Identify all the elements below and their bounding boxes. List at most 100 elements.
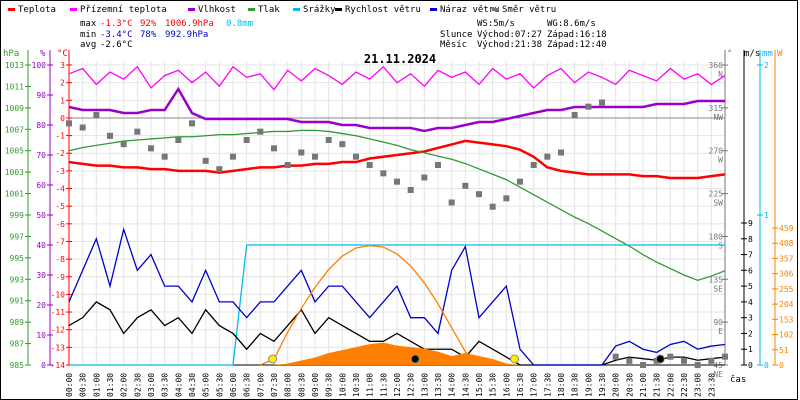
wind-direction-point: [585, 103, 592, 110]
wind-direction-point: [380, 170, 387, 177]
x-tick-label: 05:00: [202, 373, 211, 397]
wind-direction-point: [366, 162, 373, 168]
wind-direction-point: [599, 99, 605, 106]
temp-tick-label: -7: [55, 237, 65, 246]
x-tick-label: 23:30: [707, 373, 716, 397]
wind-direction-point: [148, 145, 154, 152]
x-tick-label: 14:30: [461, 373, 470, 397]
hPa-tick-label: 1005: [5, 147, 24, 156]
x-tick-label: 11:00: [366, 373, 375, 397]
stat-wg: WG:8.6m/s: [547, 19, 596, 29]
wind-direction-point: [312, 153, 318, 160]
stat-max-press: 1006.9hPa: [165, 19, 214, 29]
wind-direction-point: [448, 199, 455, 206]
x-tick-label: 06:00: [229, 373, 238, 397]
temp-tick-label: 0: [60, 114, 65, 123]
dir-tick-label: E: [718, 327, 723, 336]
dir-tick-label: 315: [709, 104, 724, 113]
stat-min-label: min: [80, 30, 96, 40]
temp-tick-label: 2: [60, 79, 65, 88]
x-tick-label: 04:30: [188, 373, 197, 397]
series-line-2: [68, 86, 725, 133]
hPa-tick-label: 1007: [5, 125, 24, 134]
x-tick-label: 12:30: [407, 373, 416, 397]
wind-direction-point: [667, 353, 674, 360]
W-axis-unit: W: [777, 49, 783, 59]
x-tick-label: 11:30: [379, 373, 388, 397]
W-tick-label: 459: [779, 224, 794, 233]
legend-swatch: [430, 8, 437, 11]
temp-tick-label: -14: [51, 361, 66, 370]
moon-set: Západ:12:40: [547, 40, 607, 50]
temp-tick-label: -9: [55, 273, 65, 282]
dir-tick-label: NW: [713, 113, 723, 122]
dir-tick-label: 135: [709, 275, 724, 284]
ms-tick-label: 7: [748, 251, 753, 260]
ms-axis-unit: m/s: [744, 49, 760, 59]
x-tick-label: 13:30: [434, 373, 443, 397]
legend-label: Teplota: [18, 5, 56, 15]
x-tick-label: 05:30: [215, 373, 224, 397]
wind-direction-point: [79, 124, 86, 131]
temp-tick-label: -1: [55, 132, 65, 141]
legend-swatch: [335, 8, 342, 11]
wind-direction-point: [66, 120, 72, 127]
pct-tick-label: 60: [36, 181, 46, 190]
x-axis-label: čas: [730, 374, 746, 385]
stat-min-temp: -3.4°C: [100, 30, 133, 40]
hPa-tick-label: 995: [10, 254, 25, 263]
temp-tick-label: -12: [51, 326, 66, 335]
legend-label: Rychlost větru: [345, 5, 421, 15]
ms-tick-label: 9: [748, 219, 753, 228]
x-tick-label: 09:00: [311, 373, 320, 397]
sun-rise: Východ:07:27: [477, 30, 542, 40]
hPa-tick-label: 1003: [5, 168, 24, 177]
wind-direction-point: [298, 149, 305, 156]
wind-direction-point: [189, 120, 195, 127]
dir-tick-label: 225: [709, 190, 724, 199]
hPa-axis-unit: hPa: [3, 49, 19, 59]
dir-tick-label: SW: [713, 199, 723, 208]
moonrise-marker: [655, 354, 665, 364]
temp-tick-label: -11: [51, 308, 66, 317]
x-tick-label: 17:00: [530, 373, 539, 397]
legend-label: Srážky: [303, 5, 336, 15]
sunset-marker: [510, 354, 520, 364]
series-line-6: [68, 226, 726, 366]
dir-tick-label: 180: [709, 232, 724, 241]
temp-tick-label: -3: [55, 167, 65, 176]
W-tick-label: 0: [779, 361, 784, 370]
W-tick-label: 153: [779, 315, 794, 324]
wind-direction-point: [243, 137, 250, 143]
ms-tick-label: 5: [748, 282, 753, 291]
x-tick-label: 07:00: [256, 373, 265, 397]
wind-direction-point: [271, 145, 277, 152]
x-tick-label: 22:00: [666, 373, 675, 397]
temp-tick-label: -10: [51, 290, 66, 299]
W-tick-label: 255: [779, 285, 794, 294]
series-line-1: [68, 65, 726, 91]
legend-swatch: [293, 8, 300, 11]
hPa-tick-label: 989: [10, 318, 25, 327]
x-tick-label: 16:30: [516, 373, 525, 397]
temp-tick-label: 3: [60, 61, 65, 70]
wind-direction-point: [544, 153, 551, 160]
hPa-tick-label: 1001: [5, 190, 24, 199]
wind-direction-point: [339, 141, 346, 148]
x-tick-label: 01:30: [106, 373, 115, 397]
ms-tick-label: 0: [748, 361, 753, 370]
x-tick-label: 22:30: [680, 373, 689, 397]
hPa-tick-label: 1009: [5, 104, 24, 113]
x-tick-label: 17:30: [543, 373, 552, 397]
legend-swatch: [188, 8, 195, 11]
x-tick-label: 01:00: [92, 373, 101, 397]
wind-direction-point: [230, 153, 236, 160]
x-tick-label: 19:00: [584, 373, 593, 397]
wind-direction-point: [175, 137, 182, 143]
x-tick-label: 08:00: [284, 373, 293, 397]
x-tick-label: 16:00: [502, 373, 511, 397]
x-tick-label: 07:30: [270, 373, 279, 397]
x-tick-label: 00:00: [65, 373, 74, 397]
